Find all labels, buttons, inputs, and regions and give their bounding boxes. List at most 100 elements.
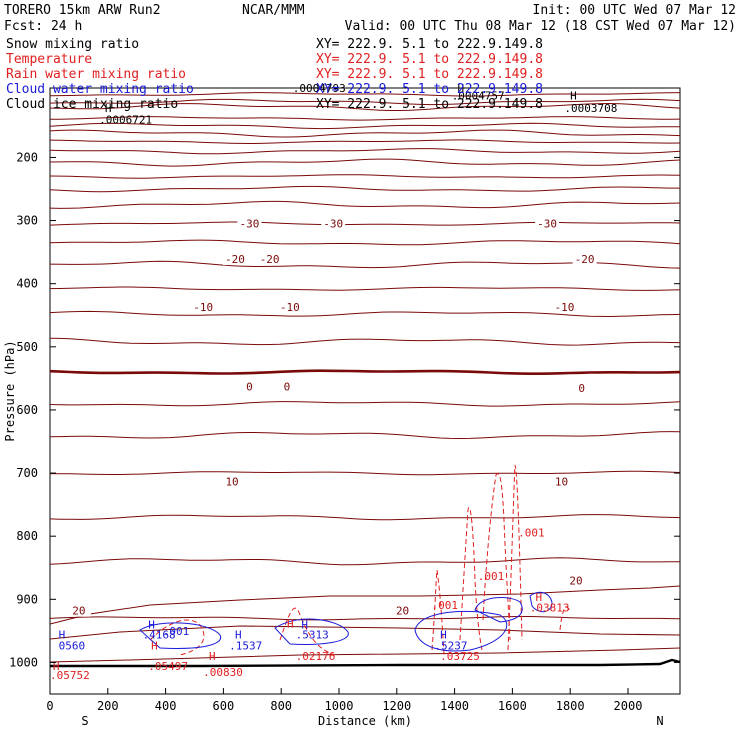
isotherm-label: -10 xyxy=(193,301,213,314)
x-tick-label: 600 xyxy=(213,699,235,713)
x-tick-label: 200 xyxy=(97,699,119,713)
x-tick-label: 1400 xyxy=(440,699,469,713)
isotherm-label: -20 xyxy=(575,253,595,266)
isotherm-label: 10 xyxy=(225,475,238,488)
isotherm-label: -30 xyxy=(537,218,557,231)
isotherm-label: 20 xyxy=(569,574,582,587)
forecast-label: Fcst: 24 h xyxy=(4,19,82,34)
y-tick-label: 700 xyxy=(16,466,38,480)
isotherm-line xyxy=(49,470,681,476)
isotherm-label-bg xyxy=(563,574,588,587)
isotherm-line xyxy=(49,647,681,663)
field-annotation: H xyxy=(105,102,112,115)
isotherm-label: -10 xyxy=(280,301,300,314)
isotherm-label: -10 xyxy=(554,301,574,314)
x-axis: 0 200 400 600 800 1000 1200 1400 1600 1800 2000 xyxy=(46,688,642,713)
isotherm-line xyxy=(49,102,681,111)
field-annotation: H xyxy=(570,90,577,103)
y-tick-label: 1000 xyxy=(9,655,38,669)
isotherm-label-bg xyxy=(569,381,594,394)
field-annotation: H xyxy=(53,660,60,673)
rain-contour xyxy=(507,464,523,651)
isotherm-line xyxy=(49,401,681,407)
isotherm-line xyxy=(49,174,681,179)
isotherm-label-bg xyxy=(274,380,299,393)
org-label: NCAR/MMM xyxy=(242,3,305,18)
field-annotation: .0003708 xyxy=(564,102,617,115)
isotherm-line xyxy=(49,286,681,291)
field-annotation: .00830 xyxy=(203,666,243,679)
isotherm-line xyxy=(49,92,681,97)
isotherm-line xyxy=(49,200,681,209)
isotherm-label: 0 xyxy=(578,382,585,395)
cloud-water-contour xyxy=(139,622,222,649)
x-axis-south-label: S xyxy=(81,714,88,728)
legend-rain-xy: XY= 222.9. 5.1 to 222.9.149.8 xyxy=(316,67,543,82)
field-annotation: H xyxy=(148,619,155,632)
x-tick-label: 1000 xyxy=(325,699,354,713)
isotherm-label: -20 xyxy=(225,253,245,266)
isotherm-label-bg xyxy=(191,301,216,314)
isotherm-label-bg xyxy=(549,475,574,488)
field-annotation: .001 xyxy=(478,570,505,583)
model-label: TORERO 15km ARW Run2 xyxy=(4,3,161,18)
field-annotation: H xyxy=(287,617,294,630)
isotherm-line xyxy=(49,431,681,440)
field-annotation: H xyxy=(440,629,447,642)
rain-contour xyxy=(459,507,483,651)
x-tick-label: 1200 xyxy=(382,699,411,713)
isotherm-line xyxy=(49,337,681,346)
field-annotation: .03725 xyxy=(440,650,480,663)
x-tick-label: 1800 xyxy=(556,699,585,713)
cloud-water-contour xyxy=(529,591,553,613)
legend: Snow mixing ratio XY= 222.9. 5.1 to 222.… xyxy=(6,37,543,112)
plot-frame xyxy=(49,87,681,695)
valid-label: Valid: 00 UTC Thu 08 Mar 12 (18 CST Wed … xyxy=(345,19,736,34)
field-annotation: .4168 xyxy=(142,629,175,642)
y-tick-label: 600 xyxy=(16,403,38,417)
field-annotation: .05497 xyxy=(148,660,188,673)
field-annotation: H xyxy=(457,82,464,95)
cloud-water-contour xyxy=(474,597,523,623)
annotation-layer: -30 -30 -30 -20 -20 -20 -10 -10 -10 0 0 0 10 10 20 20 20… xyxy=(50,82,617,682)
legend-cloud-water-label: Cloud water mixing ratio xyxy=(6,82,194,97)
field-annotation: .001 xyxy=(518,526,545,539)
field-annotation: H xyxy=(536,591,543,604)
rain-contour xyxy=(559,606,571,631)
x-tick-label: 1600 xyxy=(498,699,527,713)
field-annotation: H xyxy=(59,629,66,642)
field-annotation: .5237 xyxy=(434,639,467,652)
rain-contour xyxy=(482,473,511,641)
field-annotation: H xyxy=(235,629,242,642)
isotherm-line xyxy=(49,239,681,246)
cloud-water-contour xyxy=(414,610,508,652)
legend-cloud-ice-xy: XY= 222.9. 5.1 to 222.9.149.8 xyxy=(316,97,543,112)
isotherm-label-bg xyxy=(390,604,415,617)
isotherm-label-bg xyxy=(277,301,302,314)
isotherm-label-bg xyxy=(237,380,262,393)
x-tick-label: 400 xyxy=(155,699,177,713)
isotherm-label-bg xyxy=(66,604,91,617)
terrain-line xyxy=(50,658,681,668)
isotherm-label: 0 xyxy=(246,381,253,394)
field-annotation: .0004793 xyxy=(293,82,346,95)
isotherm-line xyxy=(49,158,681,167)
isotherm-label-bg xyxy=(552,301,577,314)
init-label: Init: 00 UTC Wed 07 Mar 12 xyxy=(533,3,737,18)
isotherm-line xyxy=(49,310,681,318)
y-tick-label: 500 xyxy=(16,340,38,354)
isotherm-label: -30 xyxy=(239,218,259,231)
x-tick-label: 0 xyxy=(46,699,53,713)
field-annotation: .02176 xyxy=(296,650,336,663)
isotherm-line xyxy=(49,148,681,155)
isotherm-label: 10 xyxy=(555,475,568,488)
isotherm-label-bg xyxy=(572,253,597,266)
x-axis-north-label: N xyxy=(656,714,663,728)
isotherm-line xyxy=(49,585,681,625)
field-annotation: H xyxy=(209,650,216,663)
legend-snow-xy: XY= 222.9. 5.1 to 222.9.149.8 xyxy=(316,37,543,52)
isotherm-label-bg xyxy=(535,217,560,230)
isotherm-line xyxy=(50,116,681,121)
